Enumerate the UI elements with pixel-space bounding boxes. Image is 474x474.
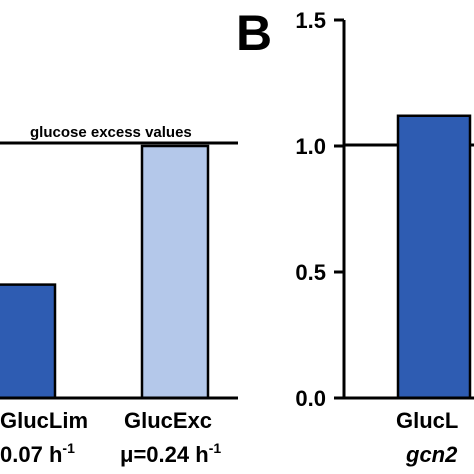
panel-a: glucose excess values GlucLim GlucExc 0.… [0,124,238,467]
panel-b-ytick-label: 0.0 [295,386,326,411]
panel-b: B 0.0 0.5 1.0 1.5 GlucL gcn2 [236,5,474,467]
panel-a-category-label-1: GlucLim [0,408,88,433]
panel-a-category-label-2: GlucExc [124,408,212,433]
panel-b-ytick-label: 0.5 [295,260,326,285]
panel-b-ytick-label: 1.5 [295,8,326,33]
panel-a-rate-label-2: μ=0.24 h-1 [120,440,221,467]
panel-a-bar-2 [140,144,210,400]
panel-b-strain-label: gcn2 [405,442,458,467]
panel-b-letter: B [236,5,272,61]
panel-a-rate-label-1: 0.07 h-1 [0,440,75,467]
panel-a-reference-label: glucose excess values [30,124,192,141]
panel-b-ytick-label: 1.0 [295,134,326,159]
panel-a-bar-1 [0,283,57,400]
panel-b-bar-1 [396,114,472,400]
panel-b-category-label: GlucL [396,408,458,433]
